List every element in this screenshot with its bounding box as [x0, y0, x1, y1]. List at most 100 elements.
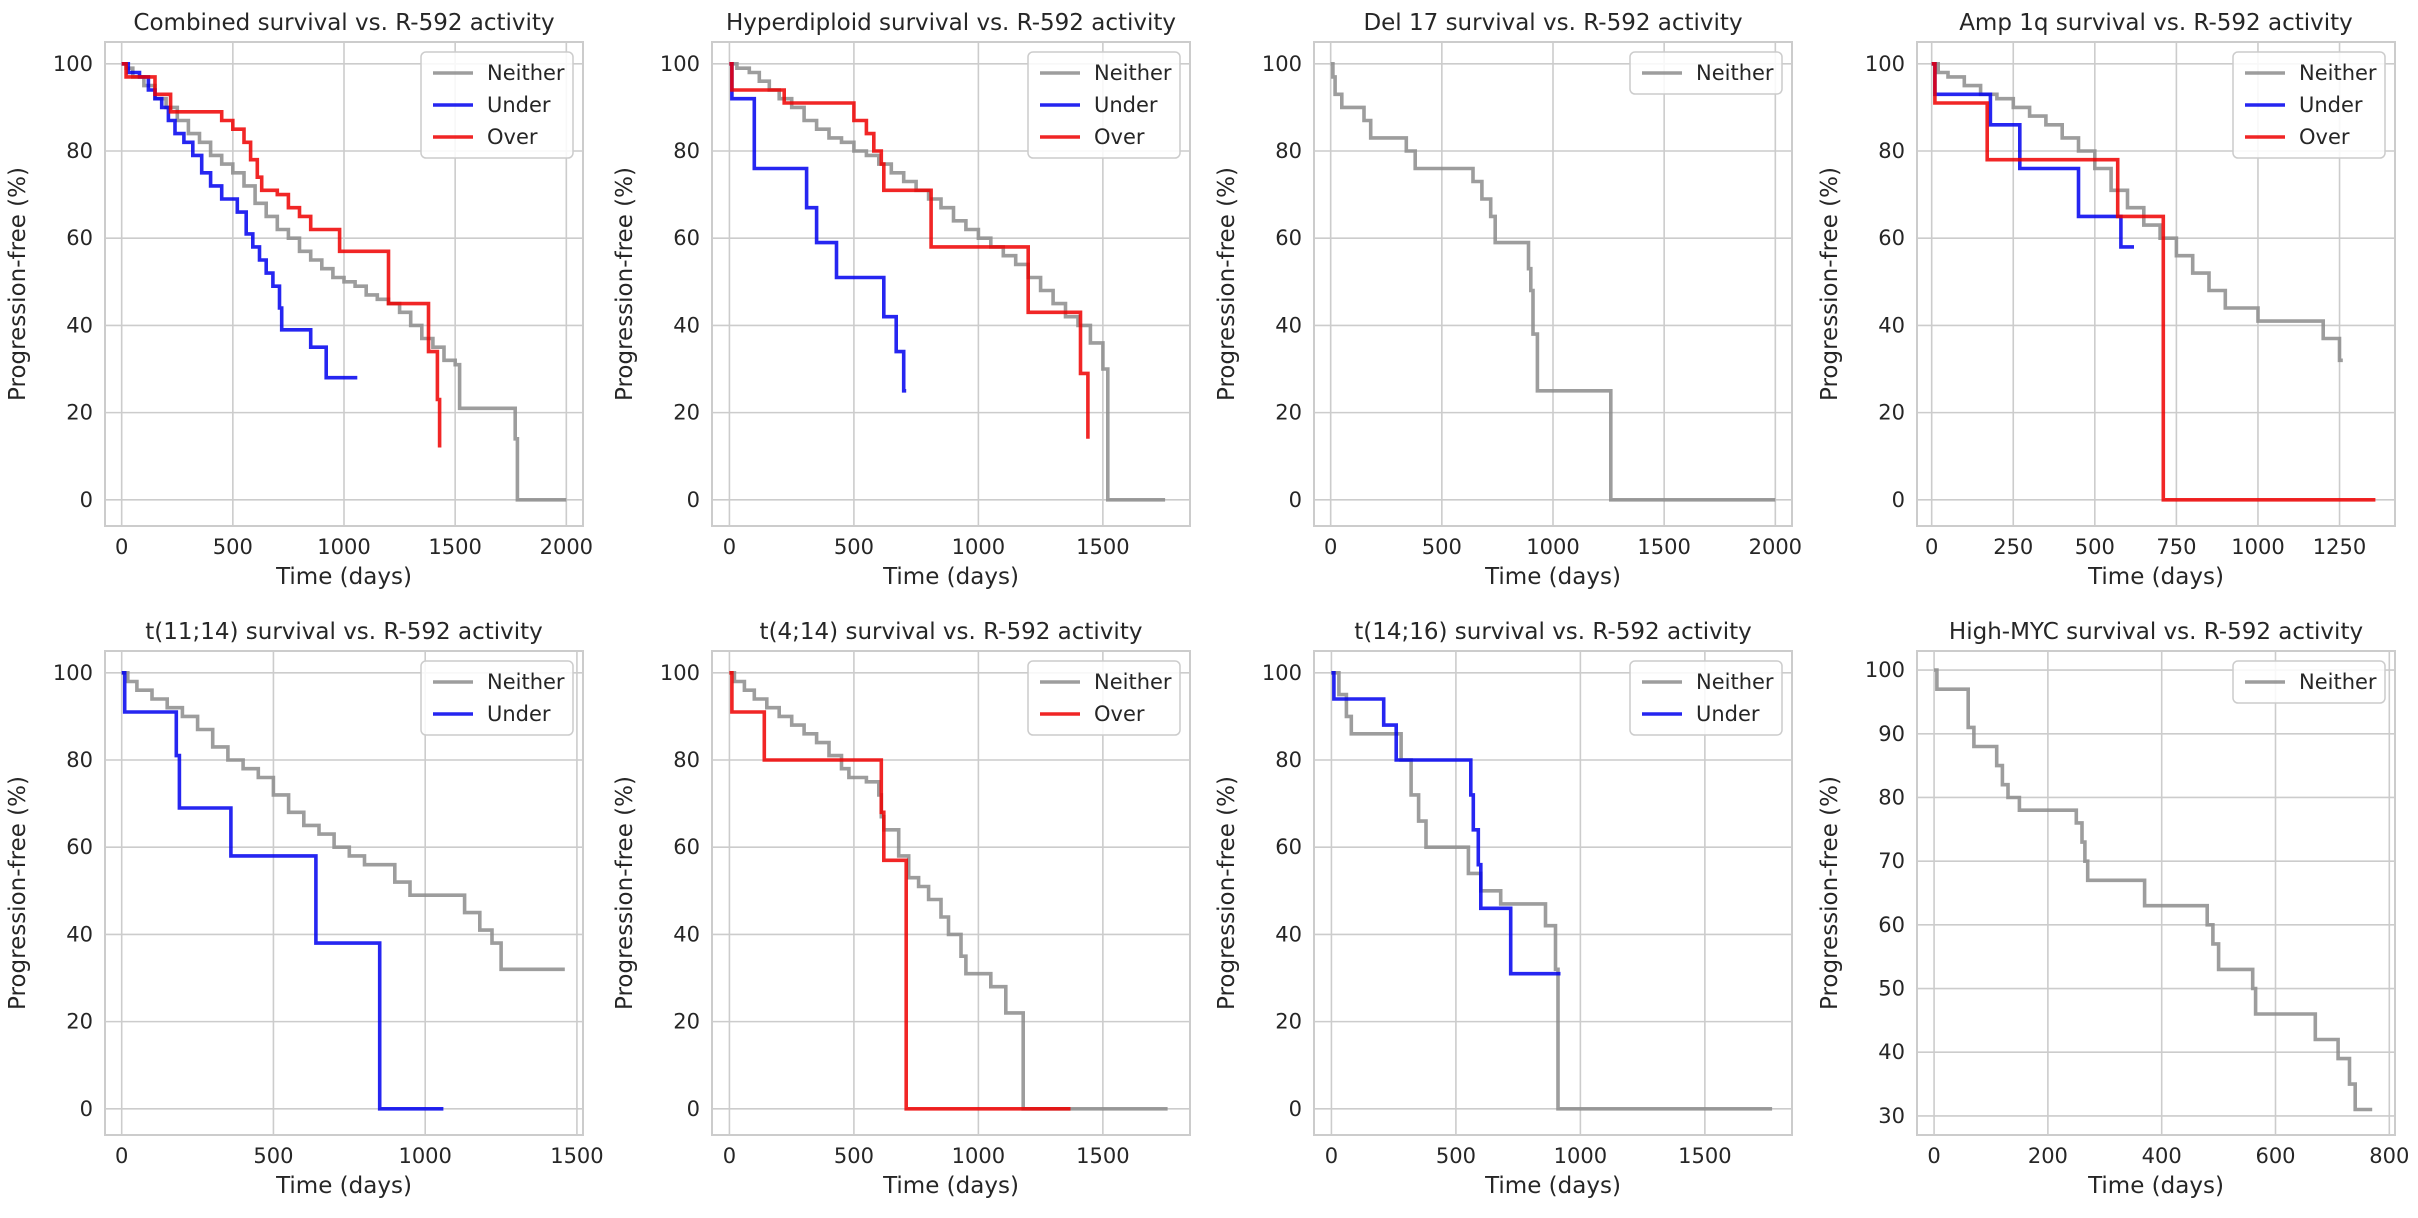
- y-tick-label: 60: [1878, 226, 1905, 250]
- y-tick-label: 40: [1275, 313, 1302, 337]
- y-tick-label: 40: [1878, 313, 1905, 337]
- legend-box: [420, 51, 574, 159]
- series-line-neither: [121, 671, 565, 972]
- y-tick-label: 30: [1878, 1104, 1905, 1128]
- y-axis-label: Progression-free (%): [612, 776, 638, 1010]
- x-tick-label: 500: [1436, 1144, 1476, 1168]
- chart-panel-6: 0 500 1000 1500 0 20 40 60 80 100 t(14;16) surviva…: [1214, 619, 1793, 1199]
- series-line-neither: [1934, 668, 2373, 1112]
- y-tick-label: 0: [80, 1097, 93, 1121]
- y-tick-label: 80: [1275, 139, 1302, 163]
- legend-label: Under: [487, 702, 551, 726]
- plot-frame: [104, 650, 584, 1136]
- x-tick-label: 400: [2142, 1144, 2182, 1168]
- x-tick-label: 0: [115, 535, 128, 559]
- chart-title: High-MYC survival vs. R-592 activity: [1949, 619, 2363, 645]
- x-tick-label: 1500: [1076, 1144, 1129, 1168]
- x-axis-label: Time (days): [275, 1173, 412, 1199]
- y-tick-label: 80: [673, 748, 700, 772]
- x-tick-label: 1000: [398, 1144, 451, 1168]
- chart-panel-1: 0 500 1000 1500 0 20 40 60 80 100 Hyperdiploid sur…: [612, 10, 1191, 590]
- plot-frame: [711, 650, 1191, 1136]
- chart-panel-3: 0 250 500 750 1000 1250 0 20 40 60 80 100 Amp 1q sur…: [1817, 10, 2396, 590]
- x-tick-label: 500: [213, 535, 253, 559]
- x-axis-label: Time (days): [882, 1173, 1019, 1199]
- x-tick-label: 250: [1993, 535, 2033, 559]
- y-tick-label: 60: [673, 226, 700, 250]
- series-line-neither: [1330, 62, 1776, 502]
- x-tick-label: 0: [1325, 1144, 1338, 1168]
- y-tick-label: 80: [1275, 748, 1302, 772]
- y-tick-label: 0: [1289, 488, 1302, 512]
- y-tick-label: 40: [66, 313, 93, 337]
- x-axis-label: Time (days): [275, 564, 412, 590]
- series-line-under: [1931, 62, 2134, 249]
- y-tick-label: 20: [1275, 1010, 1302, 1034]
- y-tick-label: 80: [1878, 785, 1905, 809]
- series-line-neither: [1331, 671, 1773, 1111]
- legend-label: Neither: [487, 670, 565, 694]
- series-line-over: [121, 62, 442, 448]
- x-tick-label: 1500: [1678, 1144, 1731, 1168]
- y-tick-label: 60: [66, 835, 93, 859]
- legend-box: [1629, 51, 1783, 95]
- series-line-neither: [729, 671, 1168, 1111]
- y-tick-label: 20: [1878, 401, 1905, 425]
- x-tick-label: 1000: [1554, 1144, 1607, 1168]
- series-line-under: [121, 671, 444, 1111]
- y-tick-label: 80: [66, 139, 93, 163]
- x-tick-label: 0: [1925, 535, 1938, 559]
- x-tick-label: 800: [2369, 1144, 2409, 1168]
- x-tick-label: 600: [2255, 1144, 2295, 1168]
- y-tick-label: 100: [660, 52, 700, 76]
- x-tick-label: 0: [115, 1144, 128, 1168]
- y-tick-label: 100: [1865, 52, 1905, 76]
- x-tick-label: 500: [2075, 535, 2115, 559]
- x-axis-label: Time (days): [2087, 564, 2224, 590]
- y-tick-label: 0: [687, 488, 700, 512]
- chart-title: t(14;16) survival vs. R-592 activity: [1354, 619, 1752, 645]
- legend: Neither: [1629, 51, 1783, 95]
- x-tick-label: 500: [834, 535, 874, 559]
- y-axis-label: Progression-free (%): [1817, 167, 1843, 401]
- y-tick-label: 100: [53, 661, 93, 685]
- x-axis-label: Time (days): [1484, 1173, 1621, 1199]
- x-tick-label: 0: [723, 535, 736, 559]
- legend: Neither Over: [1027, 660, 1181, 736]
- legend-label: Neither: [1696, 61, 1774, 85]
- legend: Neither Under: [1629, 660, 1783, 736]
- x-axis-label: Time (days): [882, 564, 1019, 590]
- y-tick-label: 20: [673, 1010, 700, 1034]
- legend-label: Neither: [1094, 61, 1172, 85]
- x-tick-label: 1250: [2313, 535, 2366, 559]
- plot-frame: [1916, 41, 2396, 527]
- x-tick-label: 1500: [550, 1144, 603, 1168]
- series-line-under: [729, 62, 907, 393]
- y-tick-label: 60: [66, 226, 93, 250]
- y-tick-label: 60: [1275, 226, 1302, 250]
- chart-title: t(4;14) survival vs. R-592 activity: [760, 619, 1143, 645]
- series-line-under: [1331, 671, 1561, 976]
- legend: Neither: [2232, 660, 2386, 704]
- y-tick-label: 40: [1878, 1040, 1905, 1064]
- y-tick-label: 20: [1275, 401, 1302, 425]
- y-tick-label: 20: [673, 401, 700, 425]
- y-tick-label: 60: [1878, 913, 1905, 937]
- plot-frame: [1916, 650, 2396, 1136]
- x-tick-label: 1500: [428, 535, 481, 559]
- y-tick-label: 40: [66, 922, 93, 946]
- legend-label: Under: [1094, 93, 1158, 117]
- y-tick-label: 100: [1262, 661, 1302, 685]
- plot-frame: [1313, 41, 1793, 527]
- legend-label: Neither: [2299, 670, 2377, 694]
- chart-title: Del 17 survival vs. R-592 activity: [1363, 10, 1742, 36]
- y-tick-label: 0: [687, 1097, 700, 1121]
- y-axis-label: Progression-free (%): [1817, 776, 1843, 1010]
- y-axis-label: Progression-free (%): [1214, 776, 1240, 1010]
- legend: Neither Under: [420, 660, 574, 736]
- y-tick-label: 80: [1878, 139, 1905, 163]
- y-tick-label: 100: [1865, 658, 1905, 682]
- y-tick-label: 20: [66, 401, 93, 425]
- legend-label: Under: [487, 93, 551, 117]
